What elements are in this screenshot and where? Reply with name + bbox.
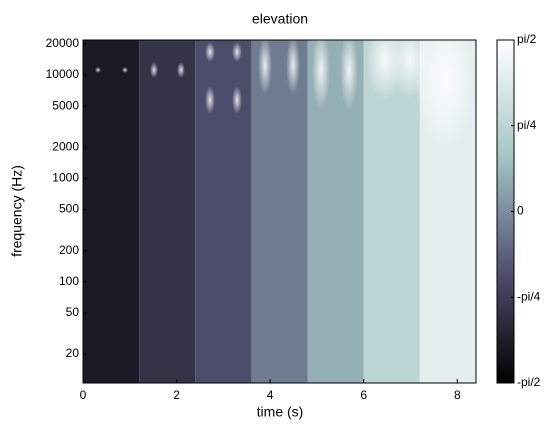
x-tick-label: 8 xyxy=(454,388,461,402)
x-tick-label: 2 xyxy=(173,388,180,402)
x-tick-label: 4 xyxy=(267,388,274,402)
y-axis-label: frequency (Hz) xyxy=(9,165,25,257)
y-tick-label: 2000 xyxy=(52,139,79,153)
y-tick-label: 500 xyxy=(59,202,79,216)
y-tick-label: 1000 xyxy=(52,171,79,185)
colorbar-tick-label: 0 xyxy=(517,204,524,218)
x-tick-label: 0 xyxy=(80,388,87,402)
colorbar-tick-label: pi/4 xyxy=(517,118,537,132)
highlights xyxy=(95,10,475,150)
cell xyxy=(195,40,252,383)
chart-title: elevation xyxy=(252,11,308,27)
y-tick-label: 200 xyxy=(59,243,79,257)
y-tick-label: 5000 xyxy=(52,98,79,112)
colorbar-tick-label: -pi/4 xyxy=(517,289,541,303)
x-axis-label: time (s) xyxy=(257,404,304,420)
x-tick-label: 6 xyxy=(360,388,367,402)
y-tick-label: 20000 xyxy=(46,36,80,50)
y-tick-label: 100 xyxy=(59,274,79,288)
colorbar-tick-label: -pi/2 xyxy=(517,375,541,389)
cell xyxy=(251,40,308,383)
y-tick-label: 20 xyxy=(66,346,80,360)
plot-frame xyxy=(82,39,477,384)
y-tick-label: 10000 xyxy=(46,67,80,81)
cell xyxy=(83,40,140,383)
heatmap xyxy=(83,40,476,383)
colorbar-tick-label: pi/2 xyxy=(517,32,537,46)
y-tick-label: 50 xyxy=(66,305,80,319)
cell xyxy=(139,40,196,383)
